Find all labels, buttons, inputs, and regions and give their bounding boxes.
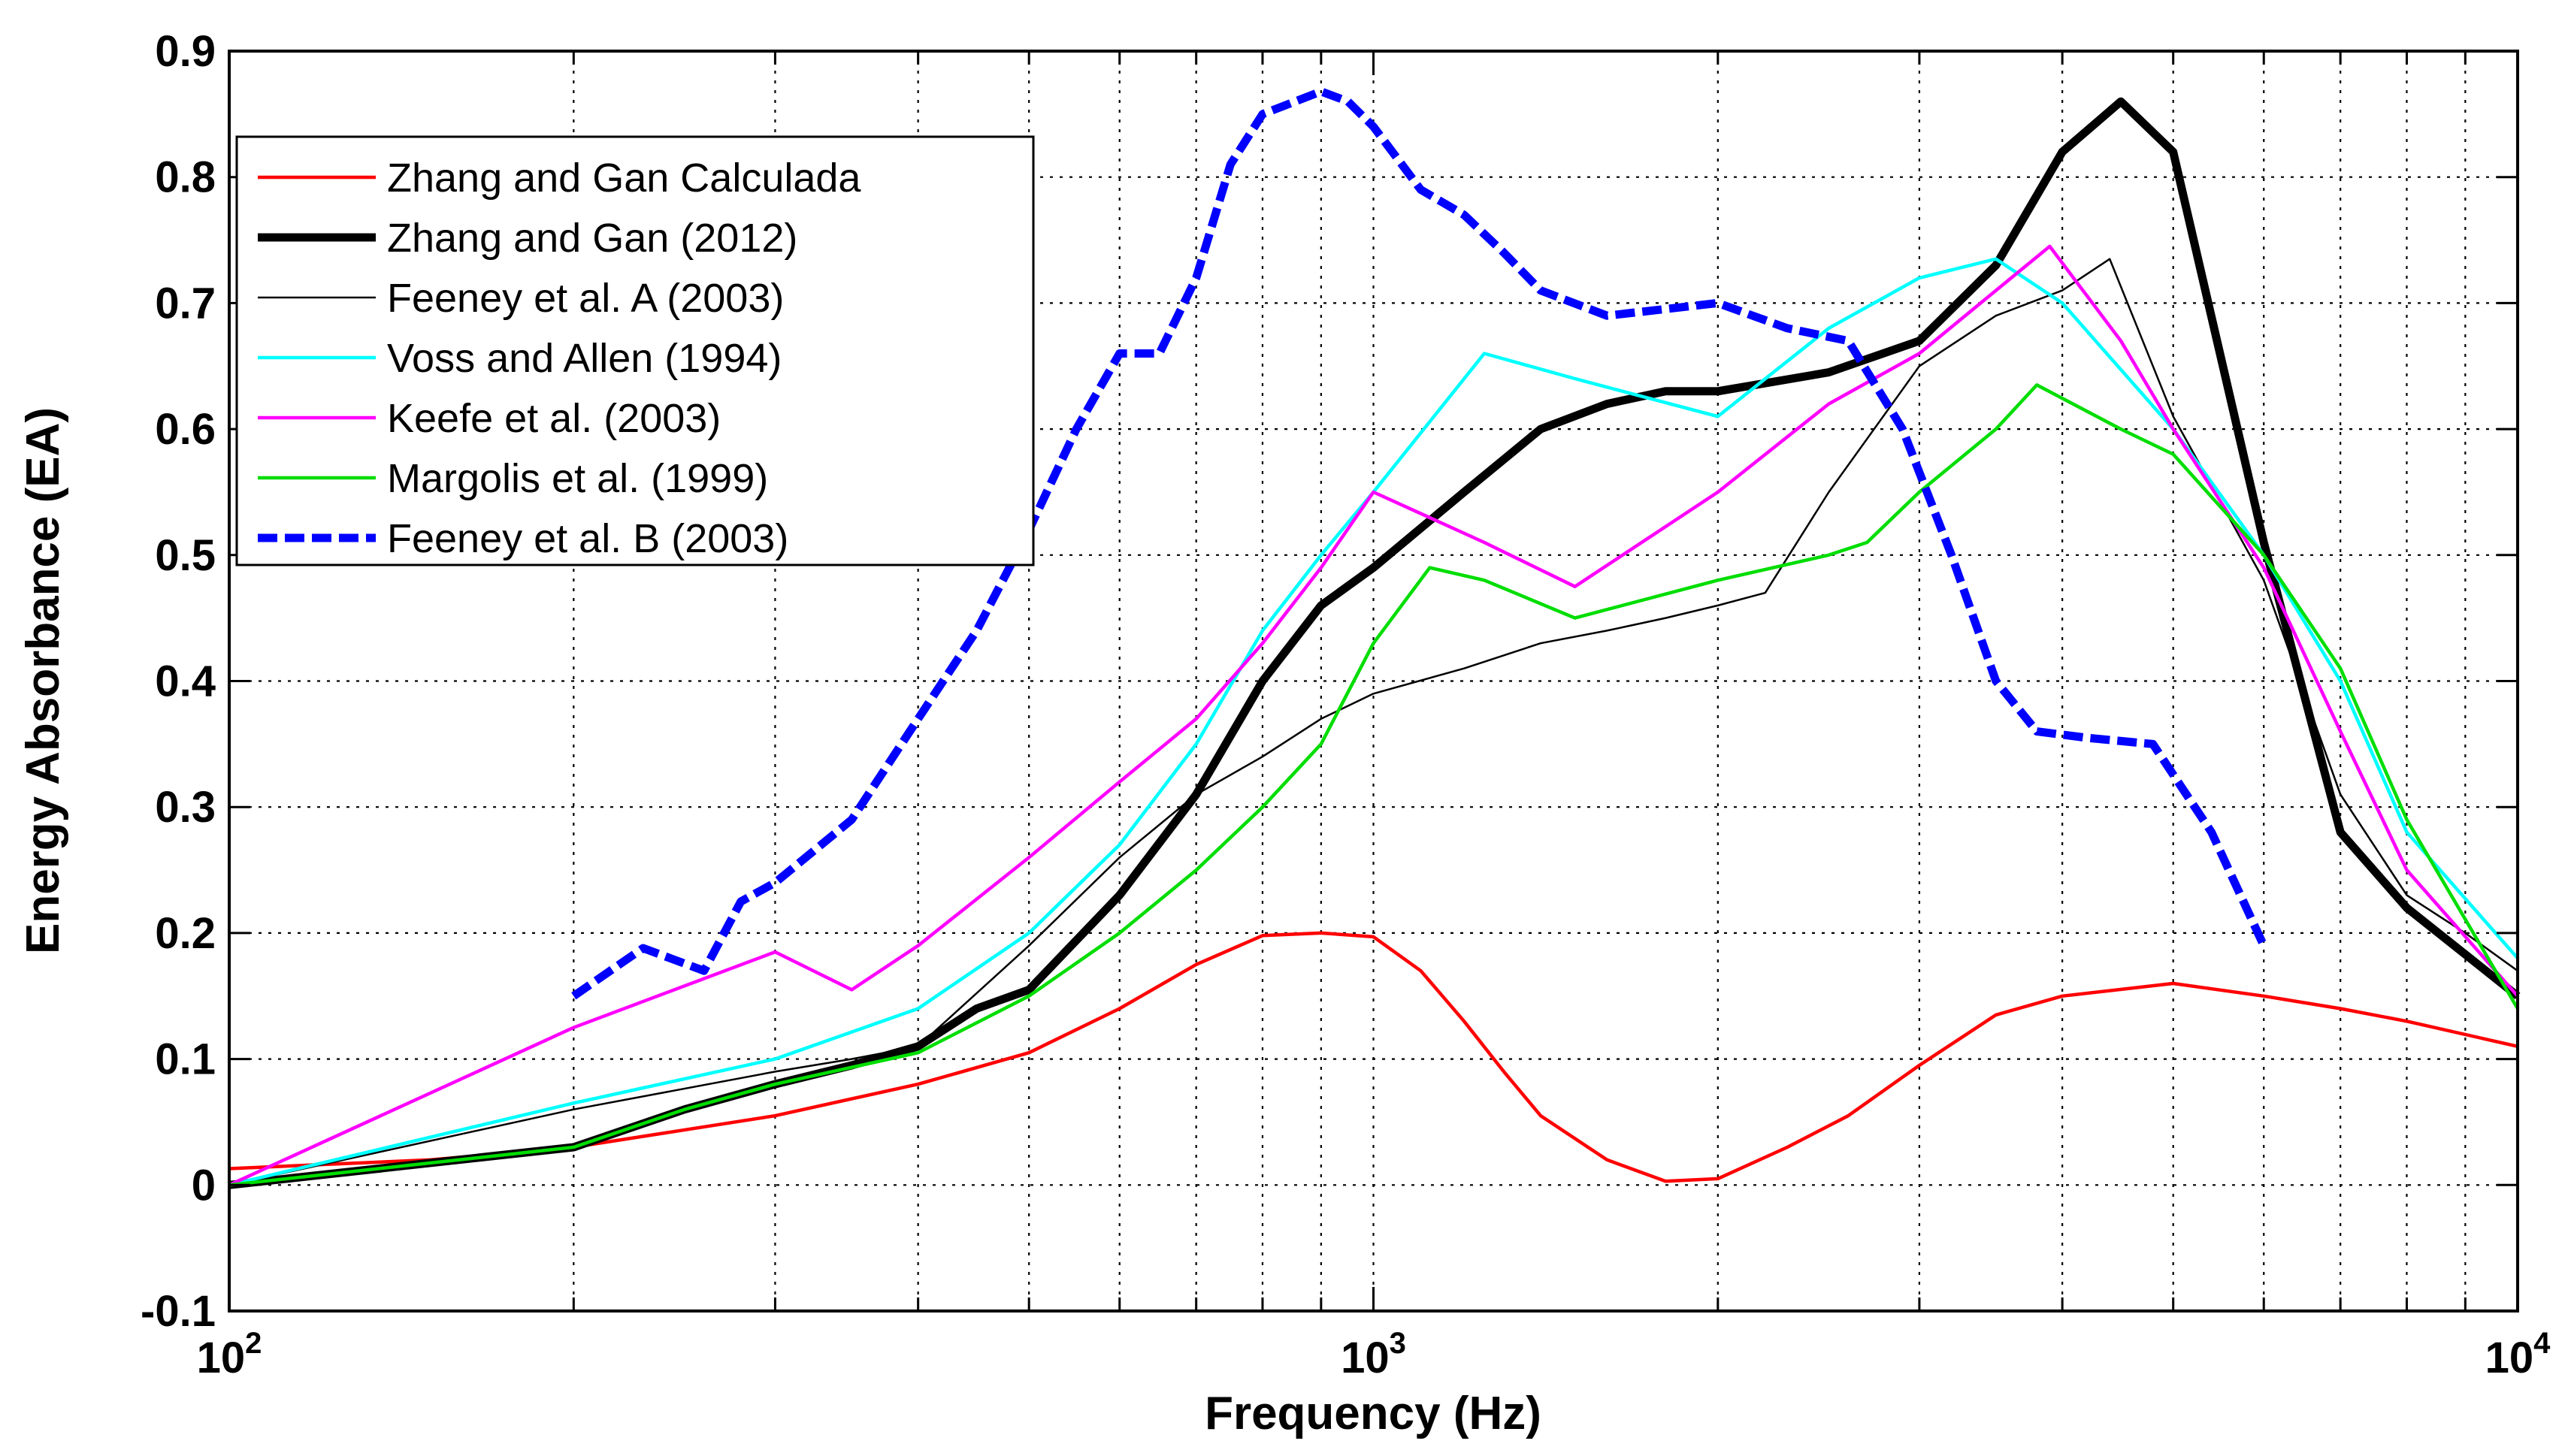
legend-label: Feeney et al. B (2003) [387,516,788,561]
x-axis-title: Frequency (Hz) [1205,1388,1541,1439]
legend-label: Zhang and Gan (2012) [387,216,797,261]
legend-box [235,135,1035,566]
y-tick-label: 0.7 [155,279,216,328]
y-tick-label: 0 [192,1161,216,1210]
legend-label: Feeney et al. A (2003) [387,276,784,321]
series-line-6 [228,383,2519,1187]
legend: Zhang and Gan Calculada Zhang and Gan (20… [235,135,1035,566]
y-axis-title: Energy Absorbance (EA) [17,407,69,954]
series-line-7 [571,87,2268,1000]
legend-label: Margolis et al. (1999) [387,456,768,501]
x-tick-label: 103 [1341,1327,1406,1382]
series-line-4 [228,257,2519,1187]
series-layer [228,87,2521,1189]
y-tick-label: 0.6 [155,405,216,454]
y-tick-label: -0.1 [141,1287,216,1336]
y-tick-label: 0.3 [155,783,216,832]
series-line-5 [228,244,2519,1187]
legend-label: Voss and Allen (1994) [387,336,782,381]
series-line-2 [228,97,2521,1189]
x-tick-label: 104 [2485,1327,2551,1382]
series-line-1 [228,931,2518,1183]
y-tick-label: 0.2 [155,909,216,958]
legend-label: Zhang and Gan Calculada [387,156,861,201]
y-tick-label: 0.5 [155,531,216,580]
y-tick-label: 0.9 [155,27,216,76]
x-tick-label: 102 [197,1327,262,1382]
y-tick-label: 0.8 [155,153,216,202]
y-tick-label: 0.1 [155,1035,216,1084]
y-tick-label: 0.4 [155,657,216,706]
legend-label: Keefe et al. (2003) [387,396,721,441]
